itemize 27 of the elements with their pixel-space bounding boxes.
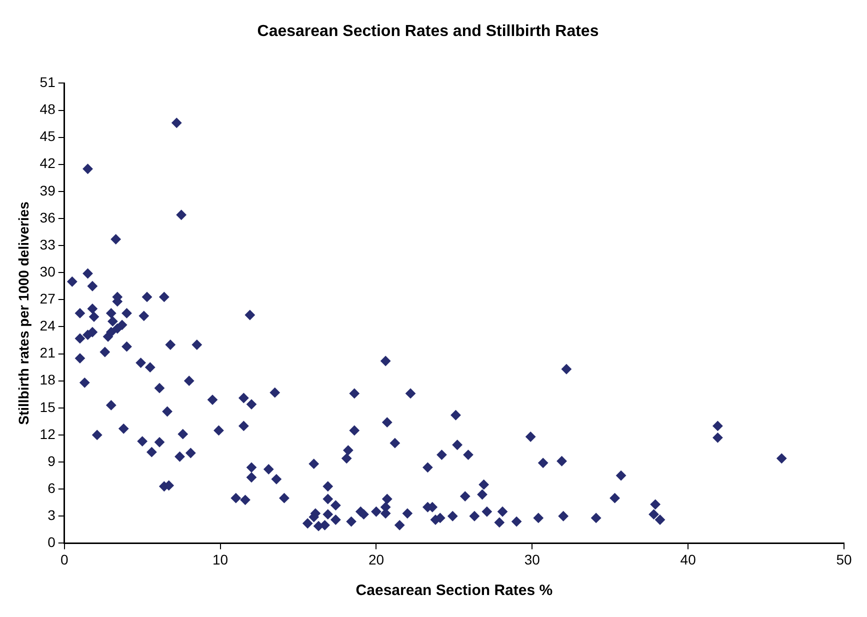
y-tick-label: 45 — [40, 128, 56, 144]
y-tick-label: 36 — [40, 209, 56, 226]
y-tick-label: 21 — [40, 344, 56, 361]
y-tick-label: 39 — [40, 182, 56, 198]
y-tick-label: 0 — [48, 534, 56, 550]
y-tick-label: 48 — [40, 101, 56, 118]
y-tick-label: 15 — [40, 398, 56, 415]
y-tick-label: 51 — [40, 74, 56, 90]
chart-title: Caesarean Section Rates and Stillbirth Rates — [257, 23, 599, 40]
x-tick-label: 10 — [212, 551, 228, 568]
x-tick-label: 30 — [524, 551, 540, 568]
y-tick-label: 12 — [40, 426, 56, 442]
x-tick-label: 50 — [836, 551, 852, 568]
x-axis-title: Caesarean Section Rates % — [356, 582, 553, 600]
y-axis-title: Stillbirth rates per 1000 deliveries — [15, 201, 32, 425]
y-tick-label: 24 — [40, 318, 56, 334]
y-tick-label: 18 — [40, 372, 56, 388]
y-tick-label: 3 — [48, 507, 56, 523]
y-tick-label: 42 — [40, 155, 56, 172]
y-tick-label: 33 — [40, 236, 56, 252]
y-tick-label: 6 — [48, 480, 56, 496]
x-tick-label: 0 — [60, 551, 68, 568]
y-tick-label: 27 — [40, 290, 56, 307]
x-tick-label: 20 — [368, 551, 384, 568]
x-tick-label: 40 — [680, 551, 696, 568]
y-tick-label: 9 — [48, 452, 56, 469]
y-tick-label: 30 — [40, 263, 56, 280]
